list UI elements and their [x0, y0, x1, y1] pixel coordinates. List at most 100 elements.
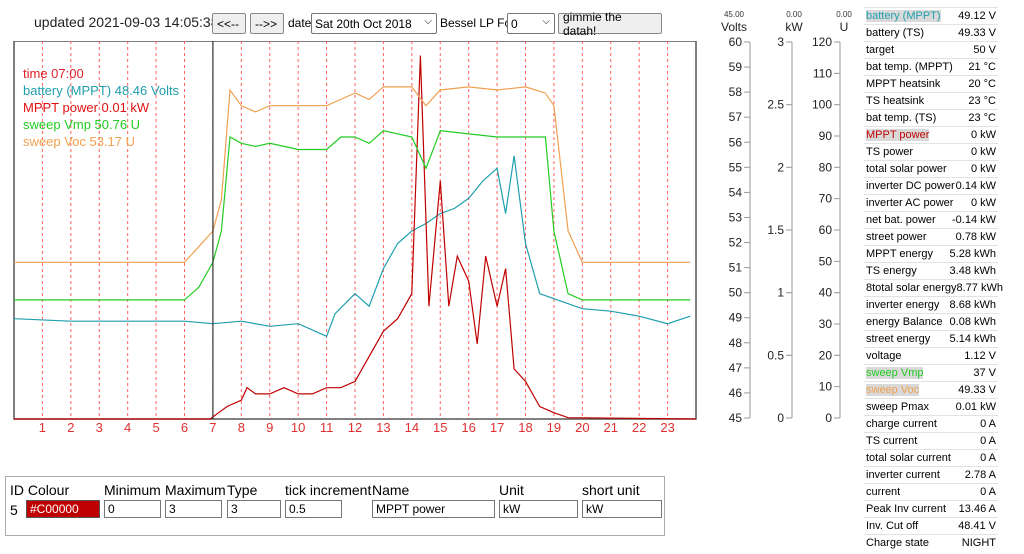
x-tick-label: 3 [96, 420, 103, 434]
maximum-field[interactable]: 3 [165, 500, 222, 518]
u-tick-label: 60 [819, 223, 833, 237]
reading-value: 48.41 V [958, 520, 996, 532]
x-tick-label: 4 [124, 420, 131, 434]
name-field[interactable]: MPPT power [372, 500, 495, 518]
reading-value: 0 kW [970, 146, 996, 158]
u-tick-label: 0 [825, 411, 832, 425]
reading-value: 49.33 V [958, 384, 996, 396]
series-line-sweep-voc [14, 86, 691, 263]
date-select-value: Sat 20th Oct 2018 [315, 16, 412, 31]
header-name: Name [372, 482, 410, 498]
x-tick-label: 9 [266, 420, 273, 434]
fetch-data-button[interactable]: gimmie the datah! [558, 10, 662, 38]
reading-value: 0 A [980, 486, 996, 498]
x-tick-label: 18 [518, 420, 532, 434]
legend-entry: MPPT power 0.01 kW [23, 100, 150, 115]
reading-value: 0.14 kW [955, 180, 996, 192]
x-tick-label: 11 [320, 420, 334, 434]
reading-name: current [866, 486, 901, 498]
unit-field[interactable]: kW [499, 500, 578, 518]
reading-name: TS power [866, 146, 914, 158]
reading-value: 13.46 A [958, 503, 996, 515]
main-chart[interactable]: 1 2 3 4 5 6 7 8 9 10 11 12 13 14 15 16 17 18 19 20 21 22 23 tim… [6, 41, 701, 434]
legend-entry: battery (MPPT) 48.46 Volts [23, 83, 180, 98]
reading-name: inverter current [866, 469, 940, 481]
reading-row: sweep Vmp 37 V [864, 364, 998, 381]
colour-field[interactable]: #C00000 [26, 500, 100, 518]
x-tick-label: 20 [575, 420, 589, 434]
reading-value: 23 °C [968, 95, 996, 107]
date-select[interactable]: Sat 20th Oct 2018 ⌵ [311, 13, 437, 34]
bessel-select[interactable]: 0 ⌵ [507, 13, 555, 34]
reading-row: energy Balance 0.08 kWh [864, 313, 998, 330]
reading-value: 2.78 A [964, 469, 996, 481]
reading-name: MPPT heatsink [866, 78, 941, 90]
reading-name: total solar power [866, 163, 947, 175]
u-tick-label: 70 [819, 192, 833, 206]
x-tick-label: 17 [490, 420, 504, 434]
reading-value: -0.14 kW [951, 214, 996, 226]
short-unit-field[interactable]: kW [582, 500, 662, 518]
reading-name: sweep Voc [866, 384, 920, 396]
volts-tick-label: 58 [729, 85, 743, 99]
next-day-button[interactable]: -->> [250, 13, 284, 34]
tick-increment-field[interactable]: 0.5 [285, 500, 342, 518]
chevron-down-icon: ⌵ [542, 16, 550, 27]
reading-name: MPPT power [866, 129, 930, 141]
u-top-value: 0.00 [836, 10, 852, 19]
volts-tick-label: 48 [729, 336, 743, 350]
bessel-label: Bessel LP Fc: [440, 16, 514, 30]
reading-row: target 50 V [864, 41, 998, 58]
reading-row: inverter energy 8.68 kWh [864, 296, 998, 313]
reading-value: 50 V [973, 44, 996, 56]
reading-name: bat temp. (MPPT) [866, 61, 953, 73]
x-tick-label: 16 [461, 420, 475, 434]
reading-name: MPPT energy [866, 248, 934, 260]
volts-tick-label: 50 [729, 286, 743, 300]
date-label: date [288, 16, 312, 30]
reading-name: street power [866, 231, 927, 243]
reading-value: 37 V [973, 367, 996, 379]
reading-value: 20 °C [968, 78, 996, 90]
u-tick-label: 80 [819, 160, 833, 174]
reading-row: street power 0.78 kW [864, 228, 998, 245]
reading-row: sweep Pmax 0.01 kW [864, 398, 998, 415]
legend-entry: time 07:00 [23, 66, 84, 81]
reading-name: Inv. Cut off [866, 520, 919, 532]
reading-value: 8.77 kWh [956, 282, 1003, 294]
reading-value: 3.48 kWh [949, 265, 996, 277]
legend-entry: sweep Vmp 50.76 U [23, 117, 140, 132]
type-field[interactable]: 3 [227, 500, 281, 518]
series-line-battery-mppt- [13, 155, 691, 338]
reading-row: inverter current 2.78 A [864, 466, 998, 483]
reading-row: bat temp. (MPPT) 21 °C [864, 58, 998, 75]
reading-value: 0 kW [970, 129, 996, 141]
volts-tick-label: 55 [729, 160, 743, 174]
x-tick-label: 10 [291, 420, 305, 434]
reading-row: MPPT heatsink 20 °C [864, 75, 998, 92]
reading-row: Peak Inv current 13.46 A [864, 500, 998, 517]
x-tick-label: 5 [152, 420, 159, 434]
volts-tick-label: 52 [729, 236, 743, 250]
reading-value: 49.33 V [958, 27, 996, 39]
volts-tick-label: 51 [729, 261, 743, 275]
x-tick-label: 7 [209, 420, 216, 434]
prev-day-button[interactable]: <<-- [212, 13, 246, 34]
x-tick-label: 12 [348, 420, 362, 434]
header-tick-increment: tick increment [285, 482, 372, 498]
volts-tick-label: 47 [729, 361, 743, 375]
reading-row: current 0 A [864, 483, 998, 500]
volts-tick-label: 59 [729, 60, 743, 74]
reading-row: MPPT power 0 kW [864, 126, 998, 143]
reading-value: 8.68 kWh [949, 299, 996, 311]
reading-name: sweep Vmp [866, 367, 924, 379]
minimum-field[interactable]: 0 [104, 500, 161, 518]
x-tick-label: 8 [238, 420, 245, 434]
reading-name: inverter DC power [866, 180, 955, 192]
reading-name: inverter AC power [866, 197, 954, 209]
volts-tick-label: 60 [729, 35, 743, 49]
kw-tick-label: 0 [777, 411, 784, 425]
reading-row: bat temp. (TS) 23 °C [864, 109, 998, 126]
volts-tick-label: 53 [729, 210, 743, 224]
volts-tick-label: 54 [729, 185, 743, 199]
